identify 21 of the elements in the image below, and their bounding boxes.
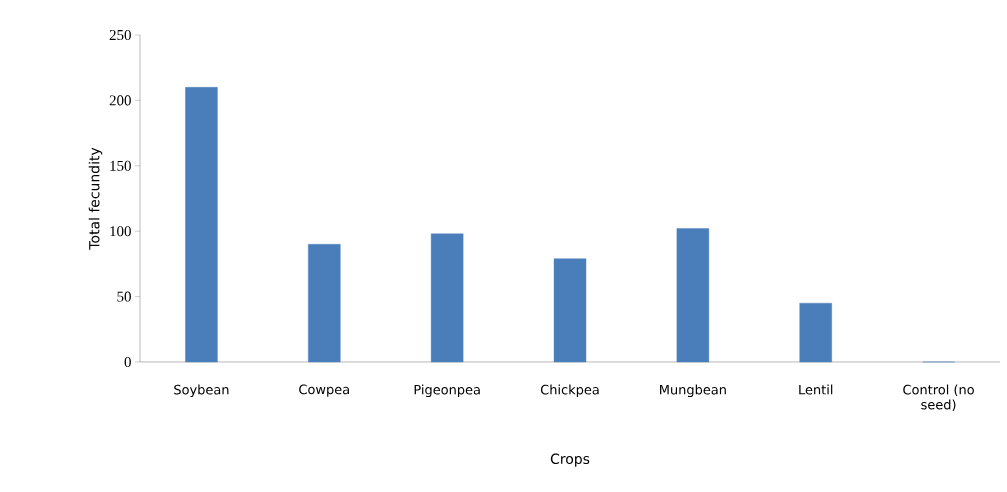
- y-tick-label: 150: [110, 160, 131, 171]
- x-tick-label: Soybean: [174, 384, 229, 398]
- bar: [185, 87, 218, 363]
- x-axis-title: Crops: [550, 453, 590, 467]
- bar: [430, 233, 464, 363]
- y-tick-label: 200: [109, 95, 131, 106]
- y-tick-label: 50: [117, 291, 131, 302]
- bar: [799, 302, 832, 363]
- bar: [676, 228, 710, 363]
- x-tick-label: Chickpea: [540, 384, 599, 398]
- x-tick-label: Cowpea: [299, 384, 349, 397]
- x-tick-label: Pigeonpea: [414, 384, 480, 398]
- y-tick-label: 100: [110, 226, 131, 237]
- y-axis-title: Total fecundity: [88, 147, 103, 250]
- y-tick-label: 0: [124, 356, 131, 368]
- bar: [553, 258, 587, 363]
- x-tick-label: Control (no seed): [903, 384, 974, 411]
- x-tick-label: Mungbean: [660, 384, 726, 398]
- x-tick-label: Lentil: [799, 384, 833, 395]
- y-tick-label: 250: [109, 29, 131, 41]
- bar: [308, 244, 341, 363]
